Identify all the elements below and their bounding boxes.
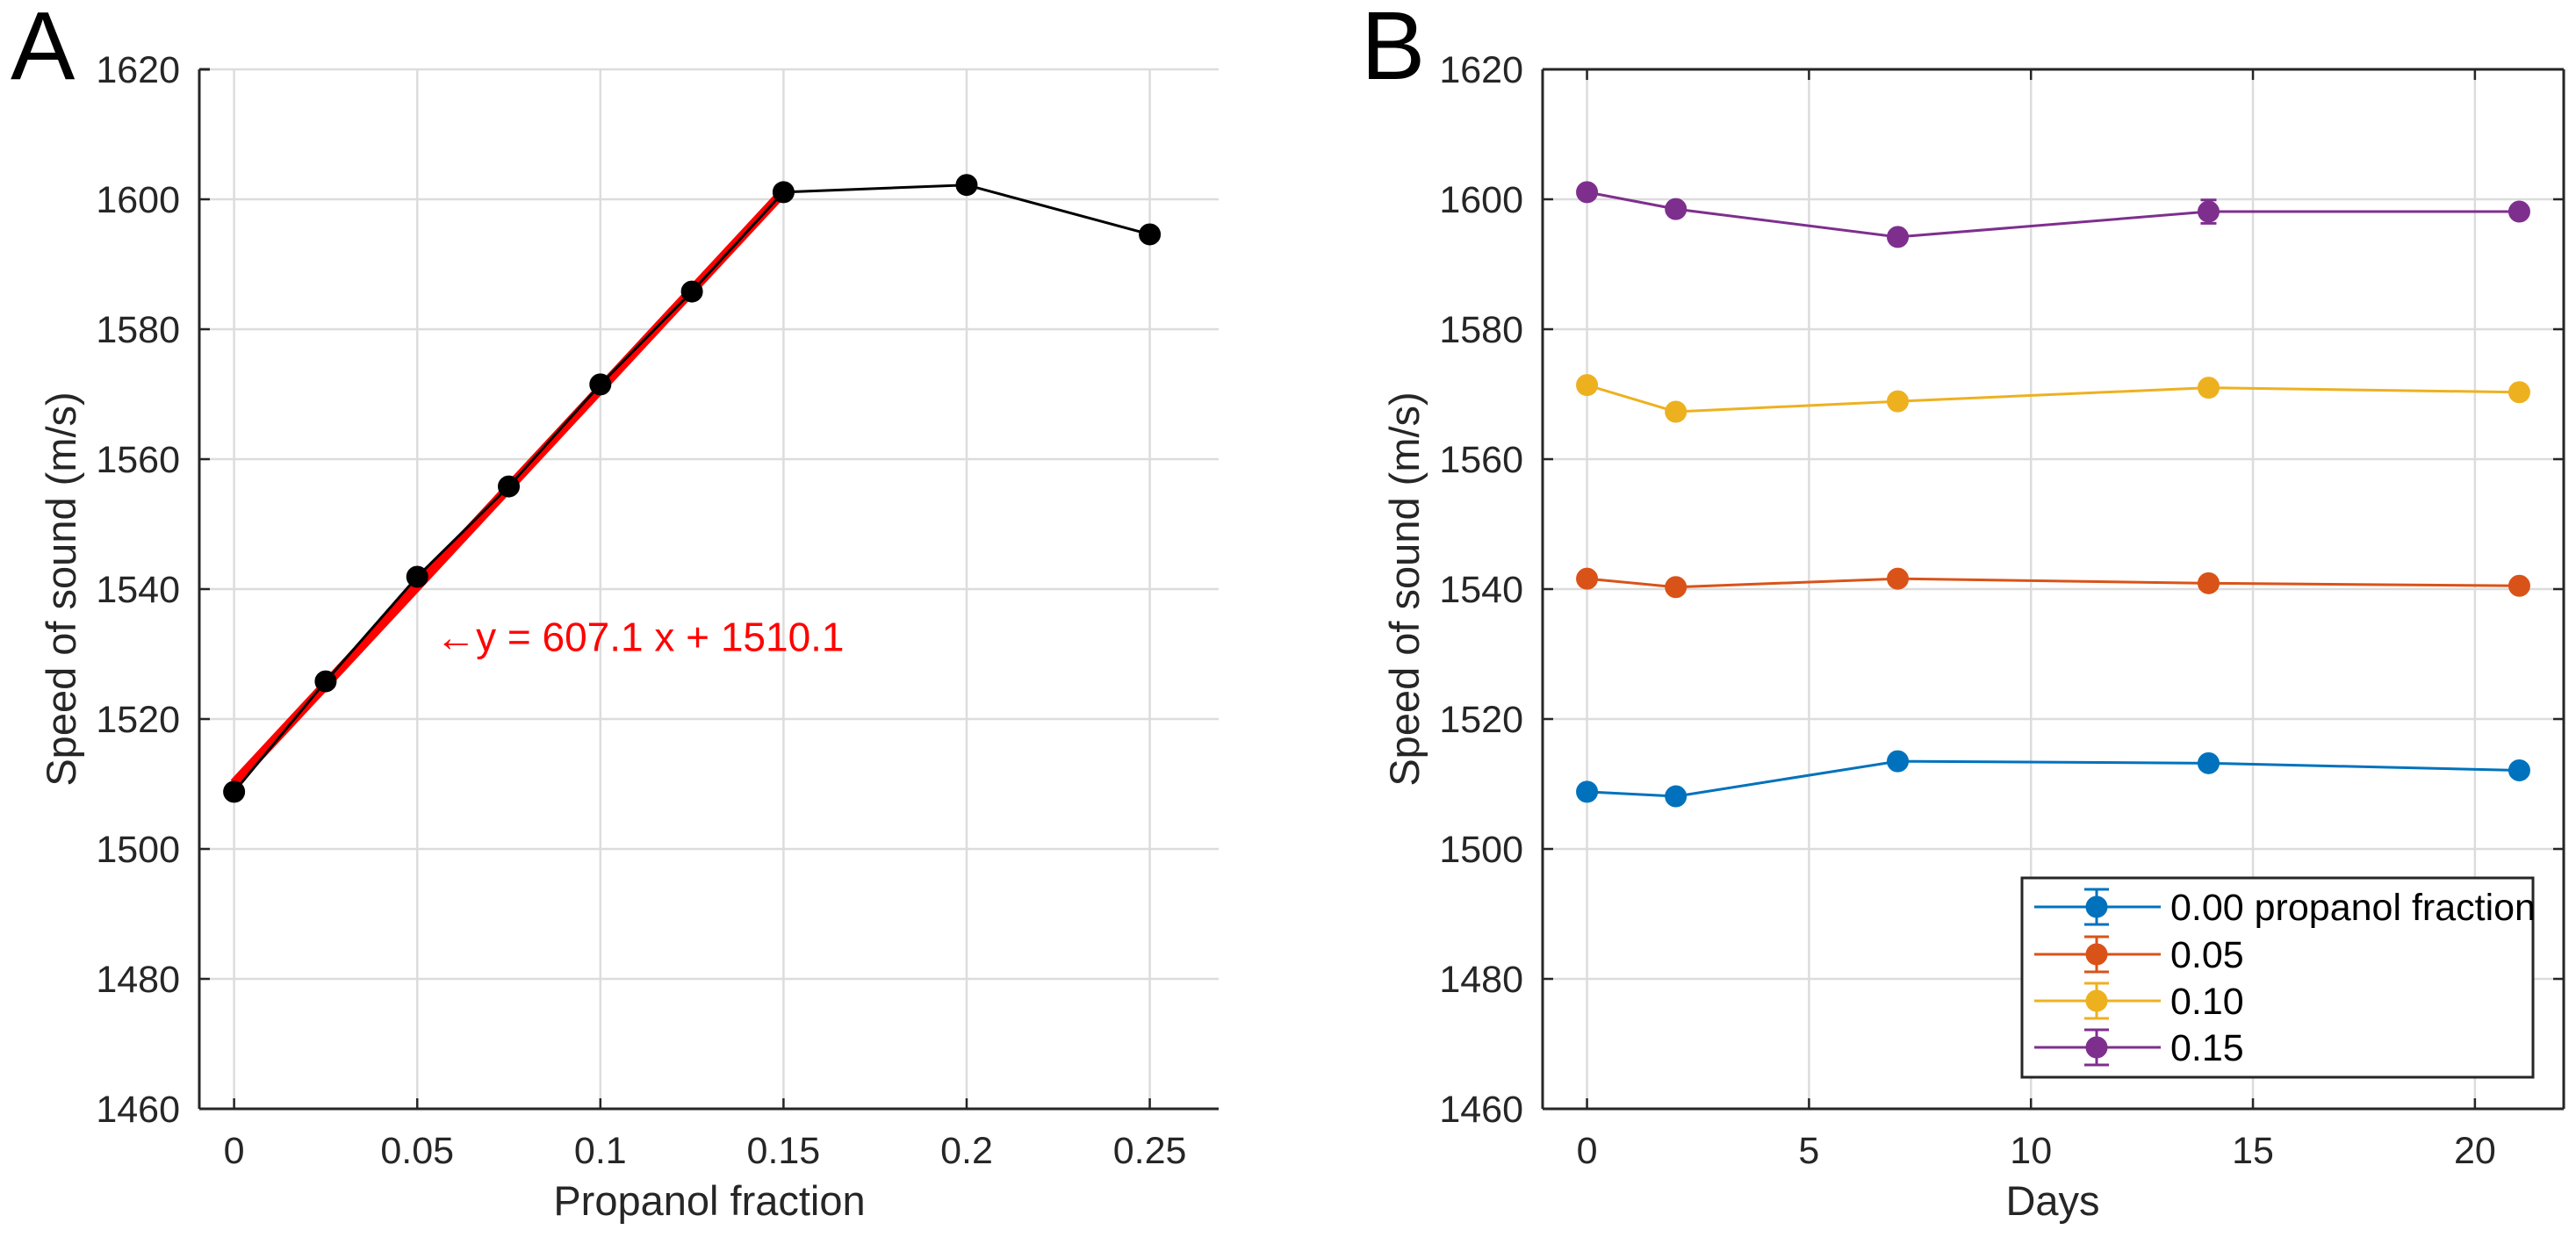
legend-item: 0.00 propanol fraction: [2034, 887, 2536, 929]
y-tick-label: 1520: [1439, 699, 1523, 741]
data-point: [680, 280, 703, 303]
x-tick-label: 15: [2232, 1130, 2274, 1172]
legend-item: 0.05: [2034, 934, 2244, 976]
data-point: [1887, 750, 1910, 773]
data-point: [1576, 181, 1599, 204]
panel-a-fit-equation: ←y = 607.1 x + 1510.1: [435, 614, 844, 659]
legend-item: 0.10: [2034, 981, 2244, 1023]
x-tick-label: 0.2: [940, 1130, 993, 1172]
legend-label: 0.00 propanol fraction: [2170, 887, 2536, 929]
data-point: [1665, 400, 1687, 423]
data-point: [223, 780, 246, 803]
y-tick-label: 1560: [1439, 439, 1523, 481]
x-tick-label: 0.1: [574, 1130, 627, 1172]
y-tick-label: 1540: [1439, 569, 1523, 611]
data-point: [2508, 574, 2530, 597]
panel-b-letter: B: [1361, 0, 1425, 100]
legend-item: 0.15: [2034, 1027, 2244, 1069]
y-tick-label: 1620: [1439, 49, 1523, 91]
panel-b-legend: 0.00 propanol fraction 0.05 0.100.15: [2020, 876, 2536, 1079]
panel-a-grid: [199, 68, 1219, 1111]
y-tick-label: 1580: [1439, 309, 1523, 351]
x-tick-label: 0.15: [747, 1130, 821, 1172]
panel-a-tick-labels: 0 0.05 0.1 0.15 0.2 0.25 1460 1480 1500 1520 1540 1…: [96, 49, 1186, 1172]
series-line: [233, 183, 1150, 793]
panel-a-series: [223, 174, 1162, 803]
y-tick-label: 1500: [1439, 829, 1523, 871]
data-point: [1887, 226, 1910, 248]
data-point: [1665, 576, 1687, 599]
panel-a-letter: A: [11, 0, 76, 100]
x-tick-label: 5: [1798, 1130, 1819, 1172]
data-point: [2197, 377, 2220, 399]
series-line: [1587, 577, 2520, 589]
panel-b: B 0 5 10 15 20146014801500152015401560158016…: [1361, 0, 2565, 1224]
legend-label: 0.05: [2170, 934, 2244, 976]
data-point: [2197, 200, 2220, 223]
x-tick-label: 20: [2454, 1130, 2496, 1172]
panel-a-x-axis-label: Propanol fraction: [553, 1177, 865, 1224]
legend-label: 0.15: [2170, 1027, 2244, 1069]
data-point: [589, 373, 612, 396]
data-point: [2508, 200, 2530, 223]
data-point: [2085, 943, 2108, 966]
y-tick-label: 1600: [96, 179, 180, 221]
legend-label: 0.10: [2170, 981, 2244, 1023]
series-line: [1587, 384, 2520, 414]
panel-a-axes: [198, 68, 1219, 1111]
data-point: [1576, 780, 1599, 803]
x-tick-label: 0: [224, 1130, 245, 1172]
x-tick-label: 10: [2010, 1130, 2052, 1172]
y-tick-label: 1480: [96, 959, 180, 1001]
data-point: [314, 670, 337, 693]
y-tick-label: 1580: [96, 309, 180, 351]
data-point: [2085, 1036, 2108, 1059]
data-point: [1665, 198, 1687, 220]
y-tick-label: 1480: [1439, 959, 1523, 1001]
panel-b-y-axis-label: Speed of sound (m/s): [1381, 392, 1428, 786]
data-point: [1665, 785, 1687, 808]
panel-b-x-axis-label: Days: [2005, 1177, 2099, 1224]
y-tick-label: 1560: [96, 439, 180, 481]
series-line: [1587, 759, 2520, 798]
y-tick-label: 1600: [1439, 179, 1523, 221]
series-0-15: [1576, 181, 2530, 248]
series-0-10: [1576, 374, 2530, 423]
x-tick-label: 0.05: [380, 1130, 454, 1172]
data-point: [1887, 390, 1910, 413]
data-point: [1139, 223, 1162, 246]
data-point: [2085, 989, 2108, 1012]
panel-b-axes: [1541, 68, 2565, 1111]
panel-a-y-axis-label: Speed of sound (m/s): [38, 392, 84, 786]
data-point: [2197, 572, 2220, 594]
series-0-05: [1576, 567, 2530, 599]
data-point: [2085, 895, 2108, 918]
y-tick-label: 1520: [96, 699, 180, 741]
data-point: [498, 475, 521, 498]
x-tick-label: 0: [1577, 1130, 1598, 1172]
data-point: [1576, 374, 1599, 397]
data-point: [1887, 567, 1910, 590]
data-point: [2508, 759, 2530, 781]
y-tick-label: 1500: [96, 829, 180, 871]
panel-b-series: [1576, 181, 2530, 808]
series-0-00: [1576, 750, 2530, 808]
data-point: [2197, 752, 2220, 774]
data-point: [955, 174, 978, 197]
y-tick-label: 1620: [96, 49, 180, 91]
y-tick-label: 1460: [1439, 1089, 1523, 1131]
data-point: [2508, 381, 2530, 404]
panel-a: A 0 0.05 0.1 0.15 0.2 0.25 1460 1480 1500 1520 154…: [11, 0, 1219, 1224]
data-point: [772, 181, 795, 204]
data-point: [406, 565, 428, 588]
y-tick-label: 1540: [96, 569, 180, 611]
panel-b-tick-labels: 0 5 10 15 2014601480150015201540156015801600…: [1439, 49, 2495, 1172]
y-tick-label: 1460: [96, 1089, 180, 1131]
x-tick-label: 0.25: [1113, 1130, 1187, 1172]
data-point: [1576, 567, 1599, 590]
legend-box: [2020, 876, 2535, 1079]
